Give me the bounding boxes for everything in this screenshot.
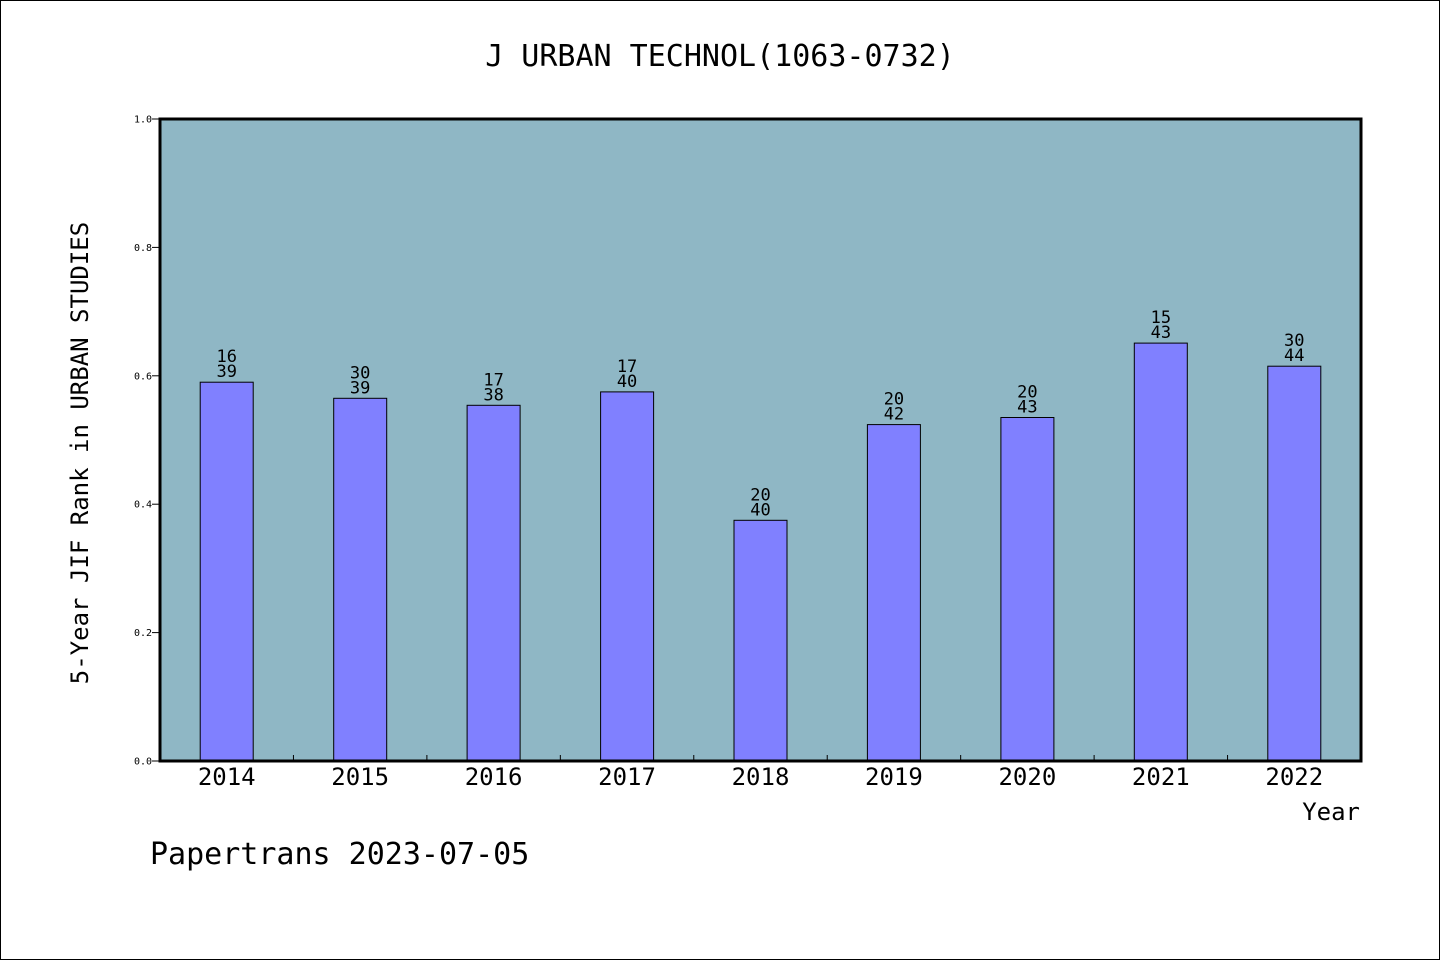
- bar-label-top-2015: 30: [350, 363, 370, 383]
- bar-label-bottom-2014: 39: [216, 362, 236, 382]
- x-tick-label-2016: 2016: [465, 763, 523, 791]
- bar-label-top-2016: 17: [483, 370, 503, 390]
- bar-label-top-2017: 17: [617, 357, 637, 377]
- x-tick-label-2021: 2021: [1132, 763, 1190, 791]
- x-tick-label-2014: 2014: [198, 763, 256, 791]
- bar-2019: [866, 424, 921, 762]
- x-tick-label-2022: 2022: [1265, 763, 1323, 791]
- bar-label-top-2021: 15: [1151, 308, 1171, 328]
- bar-label-bottom-2020: 43: [1017, 398, 1037, 418]
- y-tick-label: 0.6: [134, 371, 152, 382]
- chart-title: J URBAN TECHNOL(1063-0732): [485, 39, 955, 74]
- y-tick-label: 1.0: [134, 115, 152, 126]
- bar-2016: [466, 404, 521, 762]
- bar-2015: [333, 397, 388, 762]
- bar-2018: [733, 519, 788, 762]
- bar-2014: [199, 381, 254, 762]
- footer-credit: Papertrans 2023-07-05: [150, 837, 529, 872]
- plot-border: [158, 117, 1363, 763]
- y-tick-label: 0.2: [134, 628, 152, 639]
- bar-label-bottom-2015: 39: [350, 378, 370, 398]
- bar-label-top-2014: 16: [216, 347, 236, 367]
- bar-label-bottom-2016: 38: [483, 385, 503, 405]
- y-tick-label: 0.0: [134, 757, 152, 768]
- x-axis: 2014 2015 2016 2017 2018 2019 2020 2021 2022: [198, 755, 1323, 791]
- x-tick-label-2018: 2018: [732, 763, 790, 791]
- bar-label-top-2020: 20: [1017, 383, 1037, 403]
- bar-2022: [1267, 365, 1322, 762]
- bar-label-bottom-2021: 43: [1151, 323, 1171, 343]
- bar-label-top-2018: 20: [750, 485, 770, 505]
- bar-label-bottom-2019: 42: [884, 405, 904, 425]
- y-tick-label: 0.8: [134, 243, 152, 254]
- bar-2017: [600, 391, 655, 762]
- x-tick-label-2020: 2020: [998, 763, 1056, 791]
- y-axis: 0.0 0.2 0.4 0.6 0.8 1.0: [134, 115, 160, 768]
- bars-group: [199, 342, 1322, 762]
- y-axis-label: 5-Year JIF Rank in URBAN STUDIES: [66, 222, 94, 684]
- bar-label-bottom-2018: 40: [750, 500, 770, 520]
- bar-label-top-2022: 30: [1284, 331, 1304, 351]
- x-tick-label-2017: 2017: [598, 763, 656, 791]
- bar-label-bottom-2017: 40: [617, 372, 637, 392]
- x-tick-label-2019: 2019: [865, 763, 923, 791]
- x-axis-label: Year: [1302, 798, 1360, 826]
- x-tick-label-2015: 2015: [331, 763, 389, 791]
- y-tick-label: 0.4: [134, 500, 152, 511]
- bar-2020: [1000, 417, 1055, 762]
- bar-label-top-2019: 20: [884, 390, 904, 410]
- bar-2021: [1133, 342, 1188, 762]
- bar-label-bottom-2022: 44: [1284, 346, 1304, 366]
